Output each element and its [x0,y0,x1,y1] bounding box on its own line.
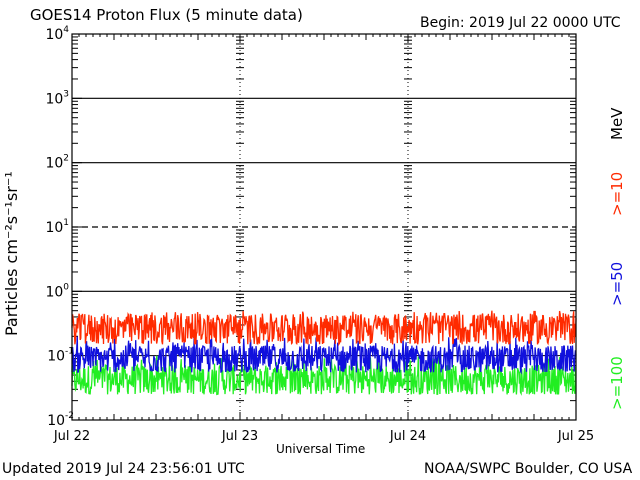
y-tick-label: 104 [45,25,69,43]
series-line [71,336,577,375]
y-tick-label: 102 [45,154,69,172]
x-axis-label: Universal Time [276,442,366,456]
chart-title: GOES14 Proton Flux (5 minute data) [30,6,303,24]
y-tick-label: 10-1 [47,347,74,365]
y-tick-label: 101 [45,218,69,236]
x-tick-label: Jul 22 [53,429,90,444]
plot-frame [71,33,577,421]
x-tick-label: Jul 23 [221,429,258,444]
legend-label-10mev: >=10 [608,171,626,216]
series-line [71,355,577,396]
y-tick-label: 10-2 [47,411,74,429]
begin-time: Begin: 2019 Jul 22 0000 UTC [420,15,621,31]
series-line [71,310,577,347]
legend-label-100mev: >=100 [608,356,626,410]
y-tick-label: 103 [45,89,69,107]
y-axis-label: Particles cm⁻²s⁻¹sr⁻¹ [2,171,21,336]
updated-time: Updated 2019 Jul 24 23:56:01 UTC [2,461,245,477]
legend-label-50mev: >=50 [608,261,626,306]
y-tick-label: 100 [45,282,69,300]
x-tick-label: Jul 25 [557,429,594,444]
credit: NOAA/SWPC Boulder, CO USA [424,461,633,477]
x-tick-label: Jul 24 [389,429,426,444]
legend-unit-mev: MeV [608,107,626,140]
